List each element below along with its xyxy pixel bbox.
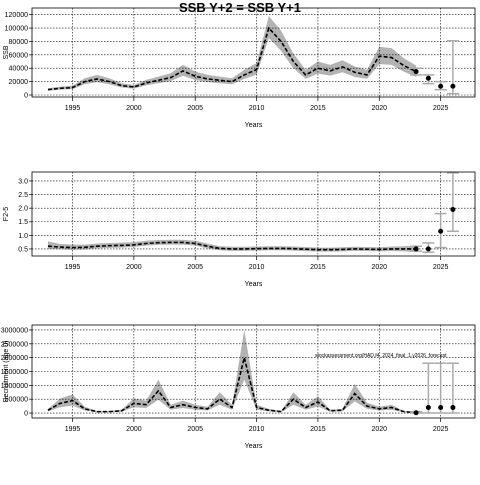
x-tick-label: 2015 [310,105,326,112]
forecast-point [450,404,456,410]
median-line [47,26,417,91]
x-tick-label: 2010 [249,426,265,433]
y-tick-label: 3000000 [1,327,28,334]
plot-frame [31,324,476,419]
x-tick-label: 2010 [249,264,265,271]
median-line [47,357,417,414]
x-tick-label: 2020 [371,105,387,112]
y-tick-label: 2500000 [1,341,28,348]
forecast-point [413,246,419,252]
x-tick-label: 2020 [371,264,387,271]
x-tick-label: 2025 [433,426,449,433]
y-axis-title: F2-5 [3,207,10,222]
y-tick-label: 2000000 [1,355,28,362]
x-tick-label: 2015 [310,264,326,271]
x-axis-title: Years [245,122,263,129]
annotation: stockassessment.org/HAD.f4_2024_final_1.… [315,353,447,359]
confidence-band [47,16,417,91]
y-tick-label: 500000 [5,397,28,404]
y-tick-label: 0.5 [18,246,28,253]
y-tick-label: 2.5 [18,192,28,199]
x-tick-label: 2000 [126,426,142,433]
y-tick-label: 0 [24,411,28,418]
x-tick-label: 1995 [65,426,81,433]
x-tick-label: 2005 [187,105,203,112]
forecast-point [438,83,444,89]
x-axis-title: Years [245,281,263,288]
x-tick-label: 2025 [433,264,449,271]
forecast-point [425,404,431,410]
y-tick-label: 20000 [9,79,29,86]
y-tick-label: 2.0 [18,206,28,213]
y-tick-label: 1000000 [1,383,28,390]
x-tick-label: 2000 [126,105,142,112]
y-tick-label: 80000 [9,39,29,46]
x-tick-label: 2025 [433,105,449,112]
median-line [47,241,417,251]
y-tick-label: 1500000 [1,369,28,376]
x-tick-label: 1995 [65,264,81,271]
x-tick-label: 2000 [126,264,142,271]
x-tick-label: 2015 [310,426,326,433]
plot-area [47,16,417,91]
forecast-point [413,410,419,416]
plot-area [47,239,417,252]
forecast-point [450,207,456,213]
x-axis-title: Years [245,443,263,450]
x-tick-label: 2020 [371,426,387,433]
y-axis-title: Recruitment (age 0) [3,341,10,403]
y-tick-label: 3.0 [18,178,28,185]
y-tick-label: 120000 [5,12,28,19]
y-axis-title: SSB [3,45,10,59]
forecast-point [425,75,431,81]
y-tick-label: 100000 [5,26,28,33]
forecast-point [425,246,431,252]
y-tick-label: 1.0 [18,233,28,240]
forecast-point [413,69,419,75]
forecast-point [450,83,456,89]
chart-title: SSB Y+2 = SSB Y+1 [179,0,301,15]
x-tick-label: 1995 [65,105,81,112]
x-tick-label: 2005 [187,264,203,271]
y-tick-label: 0 [24,92,28,99]
confidence-band [47,329,417,413]
y-tick-label: 60000 [9,52,29,59]
plot-frame [31,7,476,98]
x-tick-label: 2010 [249,105,265,112]
y-tick-label: 40000 [9,66,29,73]
x-tick-label: 2005 [187,426,203,433]
plot-area [47,329,417,414]
plot-frame [31,171,476,257]
y-tick-label: 1.5 [18,219,28,226]
forecast-point [438,404,444,410]
forecast-point [438,228,444,234]
